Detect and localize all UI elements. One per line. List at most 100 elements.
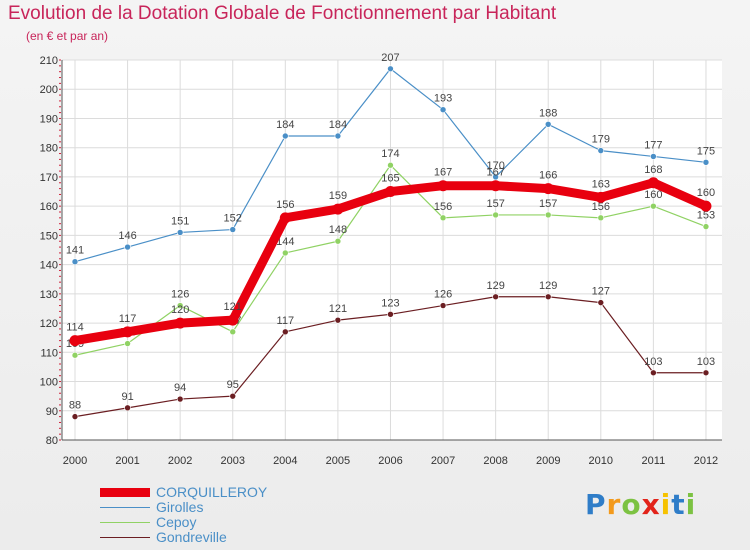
proxiti-logo: Proxiti bbox=[585, 488, 696, 521]
data-point-girolles-2011 bbox=[650, 153, 657, 160]
chart-legend: CORQUILLEROY Girolles Cepoy Gondreville bbox=[100, 484, 360, 545]
data-point-gondreville-2009 bbox=[544, 293, 552, 301]
data-label-cepoy-2002: 126 bbox=[171, 289, 189, 301]
data-point-corquilleroy-2001 bbox=[122, 326, 134, 338]
data-label-corquilleroy-2001: 117 bbox=[119, 313, 137, 325]
data-point-gondreville-2007 bbox=[439, 302, 447, 309]
data-point-girolles-2001 bbox=[124, 243, 131, 251]
data-point-corquilleroy-2000 bbox=[69, 335, 81, 347]
data-point-gondreville-2008 bbox=[492, 293, 499, 301]
x-tick-label-2004: 2004 bbox=[273, 455, 297, 467]
data-label-corquilleroy-2002: 120 bbox=[171, 304, 189, 316]
logo-letter: P bbox=[585, 488, 607, 521]
legend-swatch-cepoy bbox=[100, 522, 150, 523]
data-label-corquilleroy-2006: 165 bbox=[381, 173, 399, 185]
data-point-corquilleroy-2005 bbox=[332, 203, 344, 215]
data-label-corquilleroy-2000: 114 bbox=[66, 322, 84, 334]
data-point-cepoy-2005 bbox=[334, 237, 342, 245]
data-label-gondreville-2010: 127 bbox=[592, 286, 610, 298]
data-point-gondreville-2003 bbox=[229, 392, 237, 400]
data-label-girolles-2000: 141 bbox=[66, 245, 84, 257]
data-point-gondreville-2000 bbox=[71, 413, 79, 420]
data-point-girolles-2006 bbox=[387, 65, 394, 73]
data-point-girolles-2008 bbox=[492, 173, 499, 181]
data-point-gondreville-2006 bbox=[387, 311, 394, 318]
legend-label-girolles: Girolles bbox=[156, 499, 204, 515]
legend-label-corquilleroy: CORQUILLEROY bbox=[156, 484, 268, 500]
data-point-girolles-2000 bbox=[71, 258, 79, 265]
data-point-girolles-2002 bbox=[176, 229, 184, 236]
data-label-girolles-2007: 193 bbox=[434, 93, 452, 105]
data-point-cepoy-2009 bbox=[544, 211, 552, 219]
data-point-gondreville-2005 bbox=[334, 316, 342, 324]
x-tick-label-2001: 2001 bbox=[115, 455, 139, 467]
x-tick-label-2012: 2012 bbox=[694, 455, 718, 467]
data-point-cepoy-2002 bbox=[176, 302, 184, 309]
legend-swatch-gondreville bbox=[100, 537, 150, 538]
x-tick-label-2006: 2006 bbox=[378, 455, 402, 467]
y-tick-label-120: 120 bbox=[40, 318, 58, 330]
data-point-girolles-2005 bbox=[334, 132, 342, 140]
logo-letter: i bbox=[660, 488, 672, 521]
data-label-gondreville-2012: 103 bbox=[697, 356, 715, 368]
data-label-gondreville-2005: 121 bbox=[329, 303, 347, 315]
data-label-girolles-2002: 151 bbox=[171, 215, 189, 227]
legend-label-gondreville: Gondreville bbox=[156, 529, 227, 545]
x-tick-label-2010: 2010 bbox=[589, 455, 613, 467]
data-point-corquilleroy-2002 bbox=[174, 317, 186, 329]
data-label-corquilleroy-2003: 121 bbox=[224, 301, 242, 313]
data-point-girolles-2003 bbox=[229, 226, 237, 233]
data-label-girolles-2009: 188 bbox=[539, 107, 557, 119]
data-label-cepoy-2011: 160 bbox=[644, 189, 662, 201]
data-label-cepoy-2007: 156 bbox=[434, 201, 452, 213]
y-tick-label-180: 180 bbox=[40, 143, 58, 155]
legend-swatch-corquilleroy bbox=[100, 488, 150, 497]
data-point-gondreville-2001 bbox=[124, 404, 131, 412]
data-label-gondreville-2006: 123 bbox=[381, 297, 399, 309]
data-label-corquilleroy-2005: 159 bbox=[329, 190, 347, 202]
data-point-gondreville-2010 bbox=[597, 299, 605, 306]
x-tick-label-2008: 2008 bbox=[483, 455, 507, 467]
data-label-girolles-2006: 207 bbox=[381, 52, 399, 64]
data-label-corquilleroy-2011: 168 bbox=[644, 164, 662, 176]
data-point-cepoy-2000 bbox=[71, 351, 79, 359]
logo-letter: r bbox=[606, 488, 622, 521]
data-label-gondreville-2003: 95 bbox=[227, 379, 239, 391]
data-label-cepoy-2006: 174 bbox=[381, 148, 399, 160]
data-point-cepoy-2012 bbox=[702, 223, 710, 230]
y-tick-label-100: 100 bbox=[40, 377, 58, 389]
data-point-corquilleroy-2004 bbox=[279, 212, 291, 224]
data-point-corquilleroy-2006 bbox=[384, 186, 396, 198]
y-tick-label-90: 90 bbox=[46, 406, 58, 418]
y-tick-label-210: 210 bbox=[40, 55, 58, 67]
y-tick-label-170: 170 bbox=[40, 172, 58, 184]
data-label-gondreville-2000: 88 bbox=[69, 400, 81, 412]
data-label-gondreville-2001: 91 bbox=[121, 391, 133, 403]
data-label-girolles-2004: 184 bbox=[276, 119, 294, 131]
data-label-girolles-2010: 179 bbox=[592, 134, 610, 146]
data-label-gondreville-2009: 129 bbox=[539, 280, 557, 292]
legend-swatch-girolles bbox=[100, 507, 150, 508]
x-tick-label-2009: 2009 bbox=[536, 455, 560, 467]
data-point-corquilleroy-2009 bbox=[542, 183, 554, 195]
data-point-gondreville-2002 bbox=[176, 395, 184, 403]
data-label-gondreville-2004: 117 bbox=[277, 315, 295, 327]
data-label-girolles-2001: 146 bbox=[118, 230, 136, 242]
data-label-girolles-2012: 175 bbox=[697, 145, 715, 157]
chart-subtitle: (en € et par an) bbox=[26, 29, 109, 43]
x-tick-label-2011: 2011 bbox=[642, 455, 666, 467]
y-tick-label-80: 80 bbox=[46, 435, 58, 447]
data-label-gondreville-2011: 103 bbox=[644, 356, 662, 368]
data-label-girolles-2005: 184 bbox=[329, 119, 347, 131]
data-point-corquilleroy-2011 bbox=[647, 177, 659, 189]
data-point-cepoy-2006 bbox=[387, 161, 394, 169]
data-point-cepoy-2008 bbox=[492, 211, 499, 219]
data-point-gondreville-2011 bbox=[650, 369, 657, 377]
x-tick-label-2007: 2007 bbox=[431, 455, 455, 467]
data-point-corquilleroy-2008 bbox=[490, 180, 502, 192]
data-point-girolles-2012 bbox=[702, 159, 710, 166]
legend-item-gondreville: Gondreville bbox=[100, 529, 360, 545]
y-tick-label-110: 110 bbox=[40, 347, 58, 359]
